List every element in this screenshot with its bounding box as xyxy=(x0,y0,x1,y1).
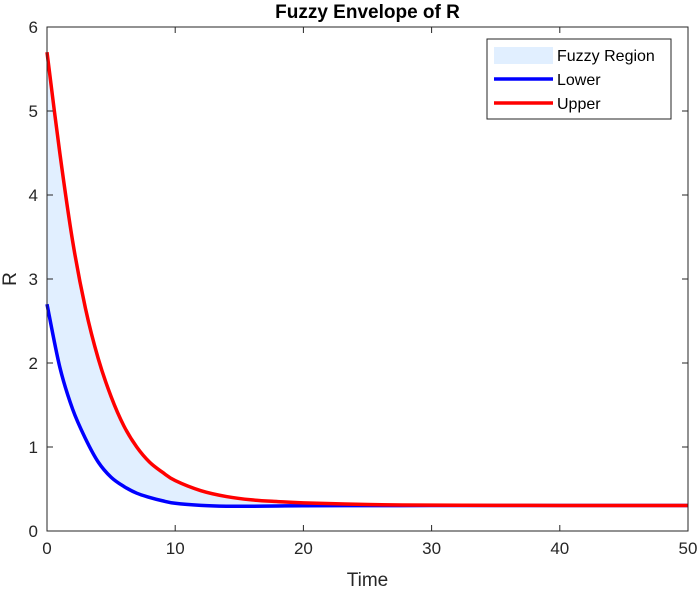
x-tick-label: 0 xyxy=(42,539,51,558)
y-axis-title: R xyxy=(0,272,21,286)
x-tick-label: 10 xyxy=(166,539,185,558)
legend-label: Lower xyxy=(557,72,601,89)
x-tick-label: 40 xyxy=(550,539,569,558)
chart-title: Fuzzy Envelope of R xyxy=(275,2,460,23)
x-axis-title: Time xyxy=(347,570,389,589)
x-tick-label: 20 xyxy=(294,539,313,558)
series-line-upper xyxy=(45,51,689,508)
legend: Fuzzy Region Lower Upper xyxy=(486,38,672,120)
y-tick-label: 2 xyxy=(29,354,38,373)
legend-label: Fuzzy Region xyxy=(557,48,655,65)
y-tick-label: 0 xyxy=(29,522,38,541)
x-tick-label: 50 xyxy=(679,539,698,558)
x-tick-label: 30 xyxy=(422,539,441,558)
y-tick-label: 5 xyxy=(29,102,38,121)
fuzzy-region-layer xyxy=(47,52,688,507)
series-lines-layer xyxy=(45,51,689,509)
y-tick-label: 4 xyxy=(29,186,38,205)
y-tick-label: 1 xyxy=(29,438,38,457)
fuzzy-region-area xyxy=(47,52,688,507)
y-tick-label: 3 xyxy=(29,270,38,289)
legend-label: Upper xyxy=(557,96,601,113)
y-tick-label: 6 xyxy=(29,18,38,37)
x-axis: 0 10 20 30 40 50 xyxy=(42,27,697,558)
y-axis: 0 1 2 3 4 5 6 xyxy=(29,18,688,541)
legend-swatch-fuzzy-region xyxy=(494,47,553,64)
